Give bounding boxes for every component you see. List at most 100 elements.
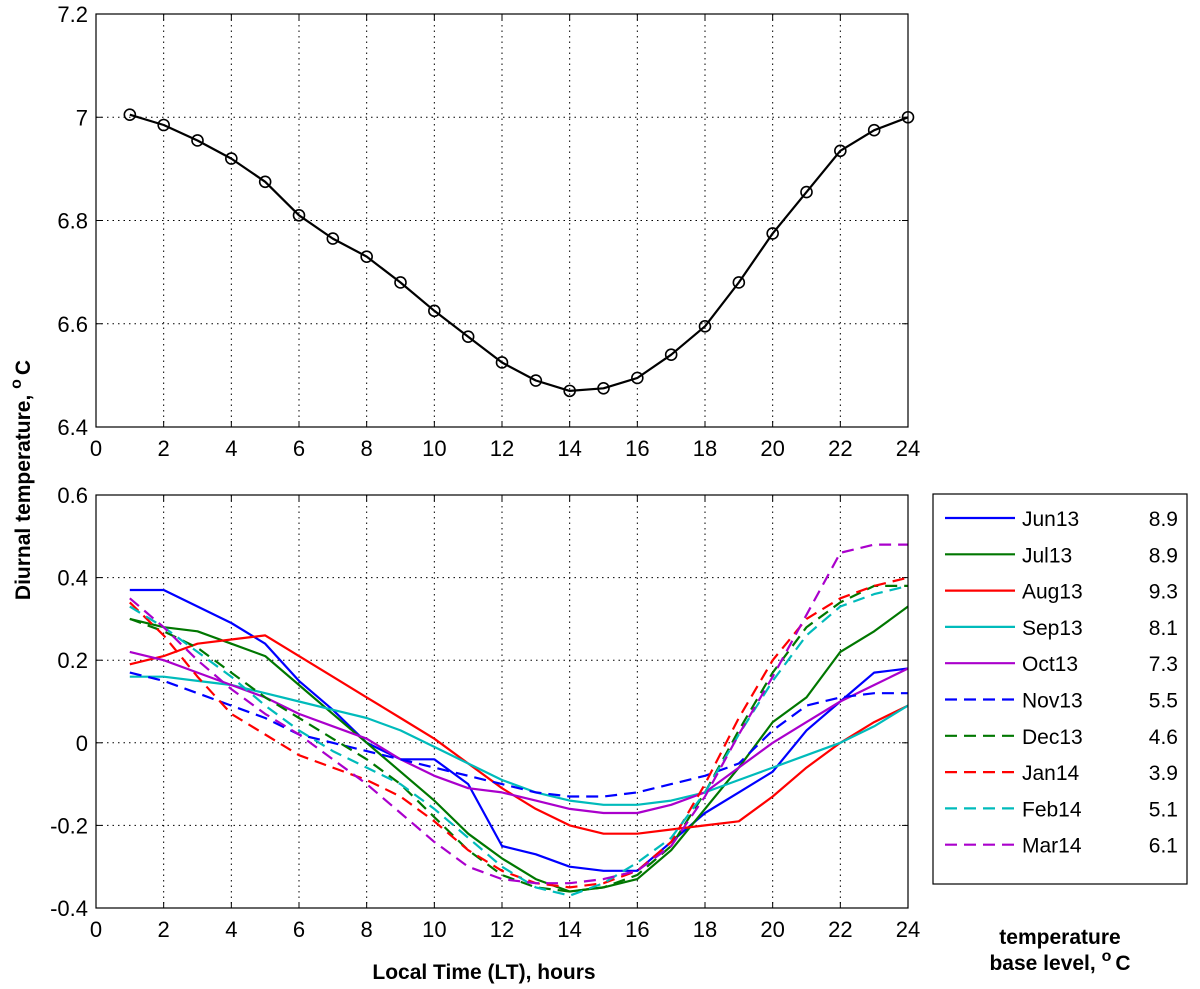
bottom-panel: 0 2 4 6 8 10 12 14 16 18 20 22 24-0.4-0.200.20.40.6 [50, 483, 920, 942]
bottom-ytick-label-0.4: 0.4 [57, 566, 88, 591]
legend-note-line1: temperature [999, 926, 1120, 949]
top-point-13 [529, 374, 543, 387]
top-ytick-label-7.2: 7.2 [57, 2, 88, 27]
top-xtick-label-8: 8 [361, 436, 373, 461]
bottom-xtick-label-0: 0 [90, 917, 102, 942]
top-xtick-label-14: 14 [557, 436, 581, 461]
bottom-xtick-label-24: 24 [896, 917, 920, 942]
top-point-12 [495, 356, 509, 369]
y-axis-title: Diurnal temperature, oC [8, 360, 35, 600]
top-point-11 [461, 330, 475, 343]
top-ytick-label-6.8: 6.8 [57, 209, 88, 234]
top-xtick-label-16: 16 [625, 436, 649, 461]
top-xtick-label-0: 0 [90, 436, 102, 461]
legend-label-Jan14: Jan14 [1022, 762, 1080, 785]
legend-base-Nov13: 5.5 [1149, 690, 1178, 713]
legend-label-Jun13: Jun13 [1022, 508, 1079, 531]
legend-note-unit: C [1115, 952, 1130, 975]
legend-note-degree: o [1102, 948, 1112, 965]
top-point-22 [834, 144, 847, 158]
y-axis-title-degree: o [8, 379, 25, 389]
top-point-18 [698, 320, 712, 333]
bottom-ytick-label--0.4: -0.4 [50, 896, 88, 921]
legend-base-Aug13: 9.3 [1149, 581, 1178, 604]
bottom-xtick-label-6: 6 [293, 917, 305, 942]
bottom-xtick-label-8: 8 [361, 917, 373, 942]
top-xtick-label-2: 2 [158, 436, 170, 461]
top-xtick-label-18: 18 [693, 436, 717, 461]
top-point-14 [563, 384, 576, 398]
legend-label-Aug13: Aug13 [1022, 581, 1083, 604]
bottom-xtick-label-12: 12 [490, 917, 514, 942]
top-point-21 [800, 185, 813, 199]
bottom-xtick-label-10: 10 [422, 917, 446, 942]
legend-label-Feb14: Feb14 [1022, 798, 1082, 821]
bottom-ytick-label-0.2: 0.2 [57, 648, 88, 673]
bottom-series-line-Mar14 [129, 543, 908, 885]
legend-base-Oct13: 7.3 [1149, 653, 1178, 676]
bottom-xtick-label-18: 18 [693, 917, 717, 942]
top-panel: 0 2 4 6 8 10 12 14 16 18 20 22 246.46.66.877.2 [57, 2, 920, 461]
top-point-10 [428, 304, 441, 318]
bottom-xtick-label-20: 20 [760, 917, 784, 942]
legend-label-Sep13: Sep13 [1022, 617, 1083, 640]
bottom-xtick-label-14: 14 [557, 917, 581, 942]
legend-label-Nov13: Nov13 [1022, 690, 1083, 713]
legend-label-Jul13: Jul13 [1022, 544, 1072, 567]
x-axis-title: Local Time (LT), hours [372, 961, 595, 984]
legend-label-Oct13: Oct13 [1022, 653, 1078, 676]
legend-label-Mar14: Mar14 [1022, 835, 1082, 858]
top-axes-frame [95, 13, 909, 428]
top-point-15 [597, 381, 610, 395]
top-point-3 [191, 134, 204, 147]
top-ytick-label-6.4: 6.4 [57, 415, 88, 440]
legend-base-Jul13: 8.9 [1149, 544, 1178, 567]
top-point-19 [732, 276, 746, 289]
legend-base-Jan14: 3.9 [1149, 762, 1178, 785]
top-point-16 [631, 371, 644, 385]
top-xtick-label-24: 24 [896, 436, 920, 461]
top-point-17 [664, 348, 678, 362]
y-axis-title-text: Diurnal temperature, [12, 389, 35, 600]
top-xtick-label-6: 6 [293, 436, 305, 461]
bottom-axes-frame [95, 494, 909, 909]
y-axis-title-unit: C [12, 360, 35, 375]
bottom-ytick-label--0.2: -0.2 [50, 813, 88, 838]
legend-base-Jun13: 8.9 [1149, 508, 1178, 531]
top-xtick-label-20: 20 [760, 436, 784, 461]
legend-base-Feb14: 5.1 [1149, 798, 1178, 821]
legend-base-Sep13: 8.1 [1149, 617, 1178, 640]
bottom-series-line-Feb14 [129, 584, 909, 897]
top-point-5 [258, 175, 272, 189]
top-point-1 [123, 108, 137, 121]
top-point-9 [394, 276, 407, 289]
top-ytick-label-7: 7 [76, 105, 88, 130]
top-xtick-label-4: 4 [225, 436, 237, 461]
top-point-20 [766, 227, 779, 240]
bottom-series-line-Aug13 [129, 634, 909, 835]
legend-label-Dec13: Dec13 [1022, 726, 1083, 749]
top-point-23 [867, 123, 881, 137]
bottom-xtick-label-22: 22 [828, 917, 852, 942]
legend-base-Dec13: 4.6 [1149, 726, 1178, 749]
top-point-8 [360, 250, 373, 263]
bottom-ytick-label-0: 0 [76, 731, 88, 756]
top-xtick-label-10: 10 [422, 436, 446, 461]
top-xtick-label-12: 12 [490, 436, 514, 461]
top-ytick-label-6.6: 6.6 [57, 312, 88, 337]
legend-box [932, 493, 1188, 885]
legend: Jun13 8.9 Jul13 8.9 Aug13 9.3 Sep13 8.1 Oct13 7.3… [932, 493, 1188, 885]
top-series-line-mean [129, 113, 909, 392]
bottom-xtick-label-2: 2 [158, 917, 170, 942]
bottom-series-line-Jul13 [129, 605, 909, 893]
bottom-series-line-Nov13 [129, 671, 908, 798]
bottom-ytick-label-0.6: 0.6 [57, 483, 88, 508]
bottom-xtick-label-4: 4 [225, 917, 237, 942]
bottom-series-line-Sep13 [129, 675, 909, 806]
top-xtick-label-22: 22 [828, 436, 852, 461]
legend-base-Mar14: 6.1 [1149, 835, 1178, 858]
top-point-4 [225, 152, 238, 165]
legend-note-text: base level, [989, 952, 1101, 975]
top-point-2 [157, 118, 170, 132]
